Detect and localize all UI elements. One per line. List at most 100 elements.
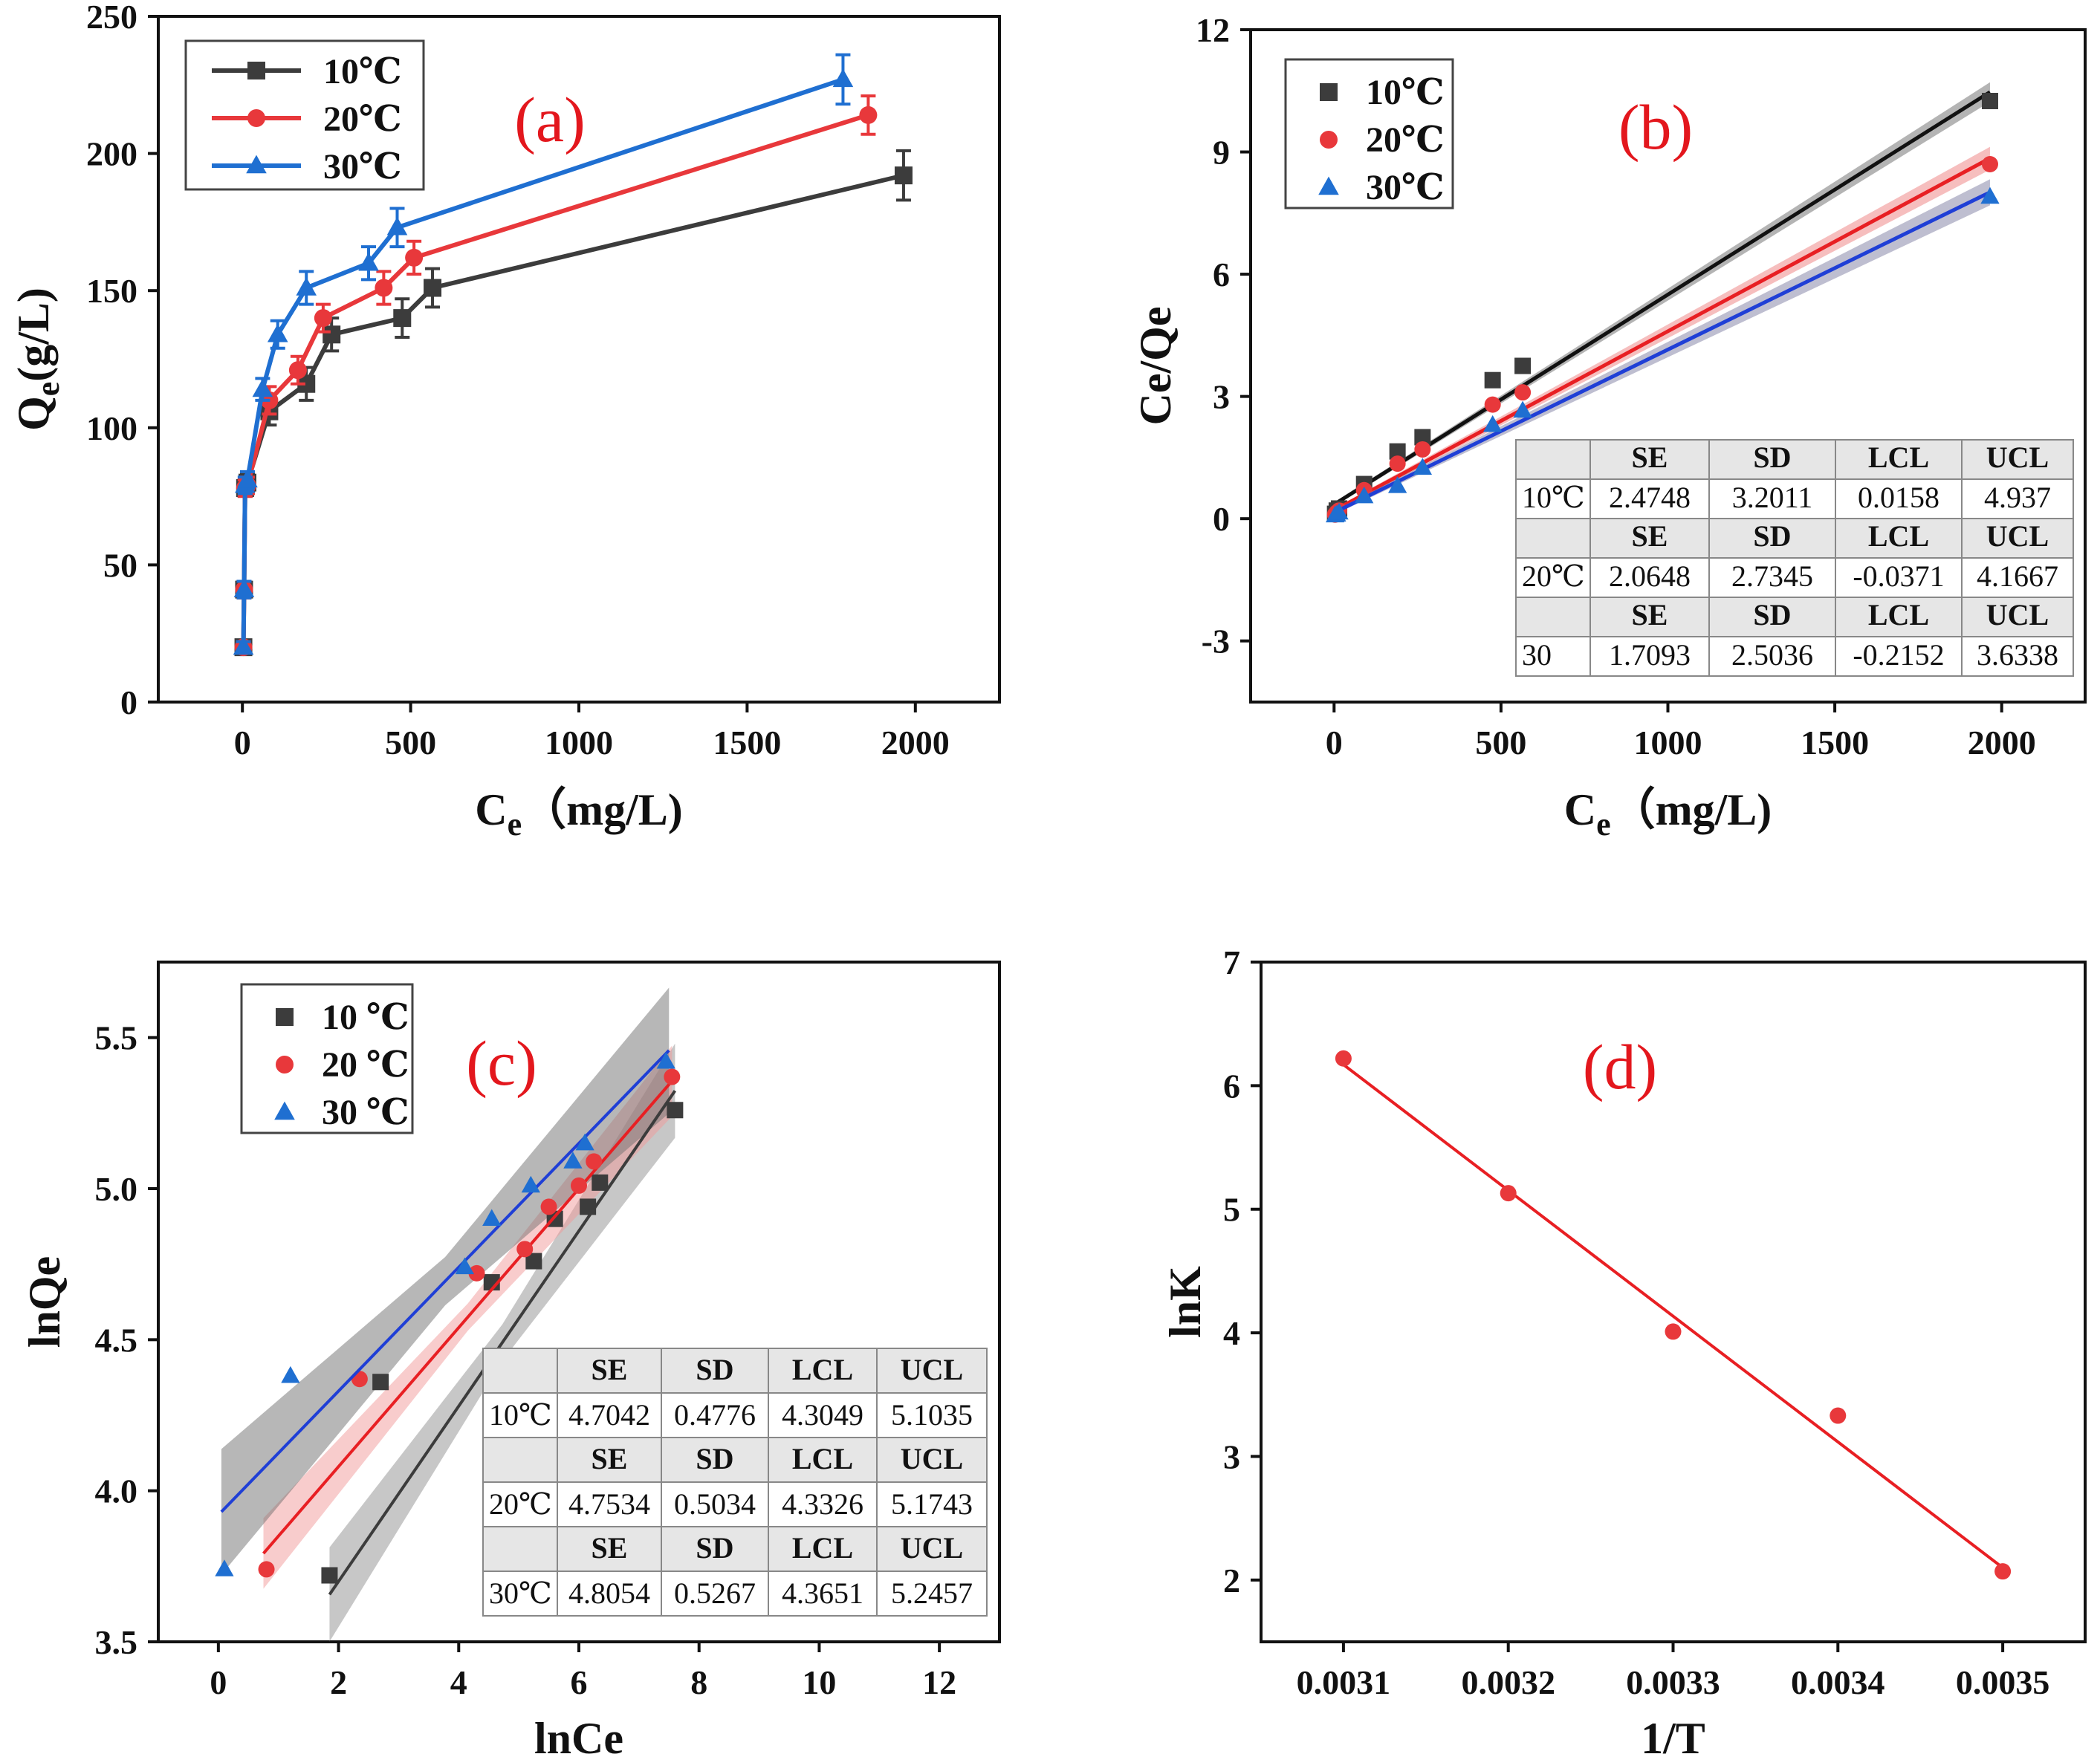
- data-point: [1414, 441, 1431, 458]
- data-point: [424, 279, 442, 297]
- data-point: [215, 1559, 234, 1576]
- data-point: [1981, 92, 1998, 109]
- legend-label: 20℃: [1366, 120, 1445, 160]
- series-line: [241, 173, 904, 648]
- y-tick-label: 0: [120, 683, 137, 721]
- legend: 10℃ 20℃ 30℃: [1284, 58, 1454, 209]
- table-header-cell: UCL: [901, 1442, 963, 1475]
- data-point: [667, 1102, 684, 1119]
- legend-label: 30 ℃: [322, 1093, 409, 1132]
- y-tick-label: 6: [1213, 256, 1230, 293]
- table-cell: 0.4776: [674, 1398, 756, 1432]
- series-2: [1325, 179, 2000, 523]
- data-point: [521, 1175, 540, 1193]
- data-point: [281, 1365, 300, 1383]
- y-tick-label: 0: [1213, 500, 1230, 538]
- table-header-cell: SE: [592, 1442, 628, 1475]
- y-tick-label: 250: [86, 0, 137, 36]
- panel-a: 0 500 1000 1500 2000 0 50 100 150 200 250 Ce（mg/L) Q…: [9, 0, 1001, 842]
- data-point: [372, 1374, 389, 1391]
- table-cell: 4.8054: [568, 1576, 650, 1610]
- data-point: [455, 1257, 475, 1275]
- data-point: [375, 279, 393, 297]
- data-point: [233, 579, 255, 597]
- data-point: [358, 252, 379, 271]
- x-tick-label: 4: [450, 1663, 467, 1701]
- series-fit-0: [321, 1090, 684, 1596]
- table-header-cell: SD: [696, 1531, 733, 1565]
- table-header-cell: SE: [1632, 519, 1668, 553]
- x-axis-label: Ce（mg/L): [1564, 785, 1772, 842]
- stats-table: SE SD LCL UCL 10℃ 2.4748 3.2011 0.0158 4.937 SE SD…: [1515, 439, 2074, 677]
- panel-b: 0 500 1000 1500 2000 -3 0 3 6 9 12 Ce（mg/L) Ce/Qe (b)…: [1131, 11, 2087, 842]
- table-header-cell: LCL: [1868, 598, 1929, 631]
- table-header-cell: LCL: [1868, 519, 1929, 553]
- y-axis-label: lnQe: [20, 1256, 69, 1348]
- table-header-cell: SD: [1753, 441, 1791, 474]
- panel-label: (c): [466, 1027, 537, 1099]
- y-tick-label: 5.0: [95, 1170, 138, 1208]
- table-header-cell: UCL: [1986, 441, 2049, 474]
- table-header-cell: UCL: [901, 1531, 963, 1565]
- table-cell: 5.2457: [891, 1576, 973, 1610]
- table-header-row: [482, 1437, 988, 1483]
- table-header-cell: LCL: [792, 1531, 853, 1565]
- data-point: [1355, 486, 1374, 504]
- data-point: [252, 378, 273, 397]
- data-point: [1981, 156, 1998, 172]
- data-point: [1335, 1050, 1352, 1067]
- fit-line: [1333, 190, 1992, 515]
- y-tick-label: 4.0: [95, 1472, 138, 1510]
- y-tick-label: 4.5: [95, 1321, 138, 1359]
- data-point: [1484, 371, 1501, 389]
- data-point: [1329, 502, 1349, 520]
- x-tick-label: 0: [210, 1663, 227, 1701]
- legend-label: 30℃: [323, 147, 402, 186]
- panel-d: 0.0031 0.0032 0.0033 0.0034 0.0035 2 3 4 5 6 7 1/T l…: [1161, 943, 2087, 1754]
- y-axis-label: Ce/Qe: [1131, 307, 1180, 426]
- table-header-cell: SE: [592, 1353, 628, 1386]
- fit-line: [262, 1079, 673, 1555]
- table-header-cell: SD: [696, 1353, 733, 1386]
- x-tick-label: 1500: [1801, 724, 1869, 761]
- data-point: [288, 361, 307, 380]
- legend-label: 20℃: [323, 100, 402, 139]
- data-point: [525, 1253, 542, 1270]
- data-point: [516, 1241, 534, 1258]
- series-line: [241, 77, 844, 648]
- x-tick-label: 1500: [713, 724, 781, 761]
- data-point: [656, 1052, 675, 1069]
- data-point: [1514, 357, 1532, 374]
- table-cell: 4.3326: [782, 1487, 863, 1521]
- x-tick-label: 6: [571, 1663, 588, 1701]
- data-point: [580, 1198, 597, 1215]
- y-tick-label: 6: [1223, 1067, 1240, 1105]
- table-header-cell: UCL: [1986, 519, 2049, 553]
- table-header-row: [1515, 597, 2074, 637]
- table-cell: 3.6338: [1977, 638, 2058, 672]
- legend-marker: [276, 1008, 294, 1026]
- data-point: [468, 1264, 485, 1282]
- y-axis-label: Qe(g/L): [9, 288, 66, 431]
- x-tick-label: 1000: [1634, 724, 1702, 761]
- data-point: [1980, 186, 2000, 204]
- table-row-label: 10℃: [1522, 481, 1585, 514]
- data-point: [1483, 415, 1503, 432]
- x-tick-label: 2: [330, 1663, 347, 1701]
- table-header-row: [1515, 518, 2074, 559]
- legend-marker: [247, 62, 265, 79]
- table-header-cell: LCL: [792, 1442, 853, 1475]
- legend-marker: [247, 109, 265, 127]
- data-point: [563, 1152, 583, 1169]
- legend-marker: [1320, 83, 1338, 101]
- series-line: [241, 113, 869, 648]
- table-row-label: 20℃: [489, 1487, 552, 1521]
- y-axis-label: lnK: [1161, 1266, 1210, 1338]
- data-point: [386, 216, 408, 236]
- data-point: [393, 309, 412, 328]
- y-tick-label: 2: [1223, 1562, 1240, 1599]
- table-cell: 4.3049: [782, 1398, 863, 1432]
- x-tick-label: 500: [385, 724, 436, 761]
- table-row-label: 20℃: [1522, 559, 1585, 593]
- y-tick-label: 9: [1213, 134, 1230, 172]
